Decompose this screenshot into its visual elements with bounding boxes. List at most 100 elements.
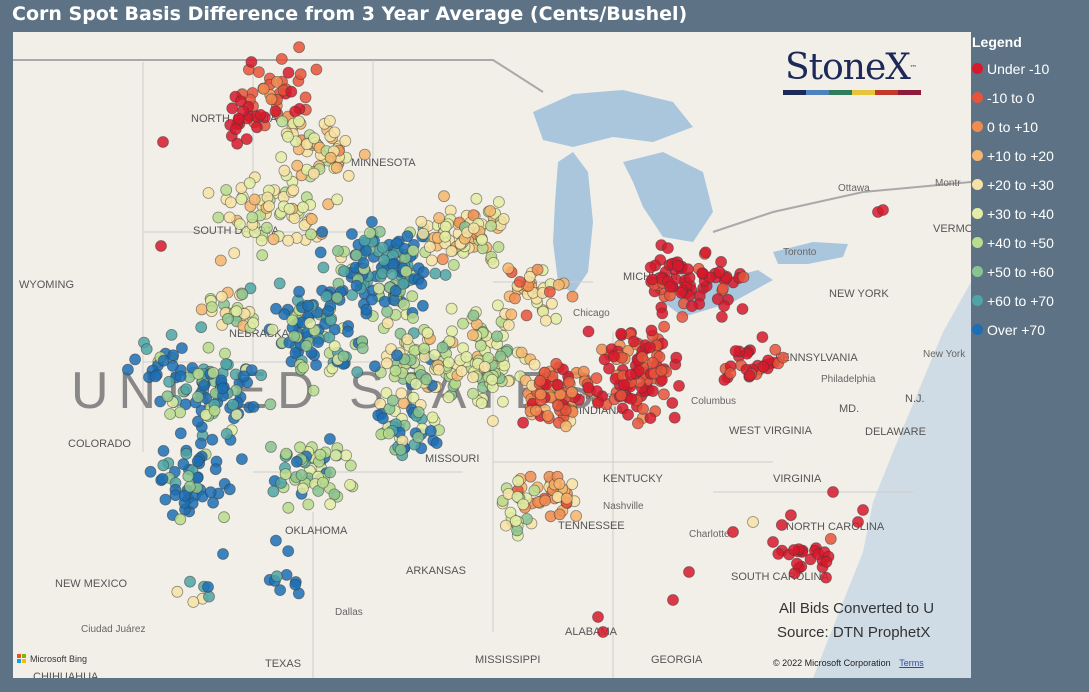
bid-location-marker[interactable]: [245, 56, 258, 68]
terms-link[interactable]: Terms: [899, 658, 924, 668]
bid-location-marker[interactable]: [546, 297, 558, 310]
bid-location-marker[interactable]: [494, 350, 507, 363]
bid-location-marker[interactable]: [381, 305, 394, 318]
bid-location-marker[interactable]: [231, 137, 244, 150]
bid-location-marker[interactable]: [386, 268, 399, 280]
bid-location-marker[interactable]: [628, 335, 640, 348]
bid-location-marker[interactable]: [415, 215, 428, 228]
bid-location-marker[interactable]: [234, 95, 247, 108]
bid-location-marker[interactable]: [551, 378, 564, 391]
bid-location-marker[interactable]: [291, 159, 304, 172]
bid-location-marker[interactable]: [672, 259, 684, 272]
legend-item[interactable]: +20 to +30: [972, 170, 1087, 199]
bid-location-marker[interactable]: [328, 340, 341, 353]
bid-location-marker[interactable]: [144, 465, 157, 478]
bid-location-marker[interactable]: [415, 277, 428, 290]
bid-location-marker[interactable]: [171, 585, 184, 598]
bid-location-marker[interactable]: [214, 254, 227, 267]
bid-location-marker[interactable]: [423, 240, 436, 253]
bid-location-marker[interactable]: [539, 494, 552, 507]
bid-location-marker[interactable]: [235, 193, 248, 206]
bid-location-marker[interactable]: [439, 220, 452, 233]
bid-location-marker[interactable]: [502, 319, 515, 332]
bid-location-marker[interactable]: [289, 105, 302, 118]
bid-location-marker[interactable]: [157, 136, 169, 148]
bid-location-marker[interactable]: [517, 498, 530, 511]
bid-location-marker[interactable]: [166, 360, 179, 372]
bid-location-marker[interactable]: [756, 331, 769, 344]
bid-location-marker[interactable]: [295, 469, 308, 482]
bid-location-marker[interactable]: [711, 293, 724, 306]
bid-location-marker[interactable]: [175, 342, 188, 355]
bid-location-marker[interactable]: [294, 68, 307, 81]
bid-location-marker[interactable]: [220, 427, 233, 440]
bid-location-marker[interactable]: [270, 570, 283, 583]
bid-location-marker[interactable]: [297, 201, 309, 214]
bid-location-marker[interactable]: [245, 364, 258, 377]
bid-location-marker[interactable]: [673, 379, 685, 392]
bid-location-marker[interactable]: [140, 343, 153, 356]
bid-location-marker[interactable]: [618, 378, 630, 391]
bid-location-marker[interactable]: [270, 76, 283, 88]
bid-location-marker[interactable]: [233, 218, 246, 231]
bid-location-marker[interactable]: [364, 227, 376, 239]
bid-location-marker[interactable]: [528, 484, 541, 497]
bid-location-marker[interactable]: [615, 389, 628, 402]
bid-location-marker[interactable]: [174, 406, 187, 419]
bid-location-marker[interactable]: [157, 354, 170, 367]
bid-location-marker[interactable]: [857, 504, 869, 516]
bid-location-marker[interactable]: [467, 387, 479, 400]
bid-location-marker[interactable]: [418, 342, 431, 355]
bid-location-marker[interactable]: [314, 246, 327, 259]
bid-location-marker[interactable]: [658, 320, 670, 333]
bid-location-marker[interactable]: [310, 63, 323, 76]
bid-location-marker[interactable]: [165, 328, 178, 341]
bid-location-marker[interactable]: [484, 205, 497, 217]
bid-location-marker[interactable]: [303, 317, 316, 330]
bid-location-marker[interactable]: [194, 437, 207, 450]
bid-location-marker[interactable]: [436, 253, 449, 266]
bid-location-marker[interactable]: [715, 255, 727, 268]
bid-location-marker[interactable]: [293, 285, 306, 298]
bid-location-marker[interactable]: [310, 359, 323, 371]
bid-location-marker[interactable]: [282, 545, 295, 557]
bid-location-marker[interactable]: [644, 412, 657, 425]
bid-location-marker[interactable]: [439, 269, 452, 281]
bid-location-marker[interactable]: [577, 365, 590, 378]
bid-location-marker[interactable]: [180, 447, 193, 460]
bid-location-marker[interactable]: [378, 254, 390, 267]
bid-location-marker[interactable]: [517, 416, 530, 429]
bid-location-marker[interactable]: [263, 200, 275, 213]
bid-location-marker[interactable]: [504, 506, 517, 519]
bid-location-marker[interactable]: [280, 569, 293, 581]
bid-location-marker[interactable]: [226, 398, 239, 411]
bid-location-marker[interactable]: [122, 363, 134, 376]
bid-location-marker[interactable]: [820, 555, 833, 568]
bid-location-marker[interactable]: [330, 161, 343, 174]
bid-location-marker[interactable]: [455, 365, 468, 378]
bid-location-marker[interactable]: [499, 519, 512, 532]
bid-location-marker[interactable]: [252, 66, 265, 78]
bid-location-marker[interactable]: [683, 566, 695, 578]
bid-location-marker[interactable]: [157, 459, 170, 472]
bid-location-marker[interactable]: [486, 373, 499, 386]
bid-location-marker[interactable]: [421, 326, 434, 339]
bid-location-marker[interactable]: [743, 369, 756, 382]
bid-location-marker[interactable]: [207, 366, 220, 379]
bid-location-marker[interactable]: [280, 447, 293, 460]
bid-location-marker[interactable]: [206, 433, 219, 446]
bid-location-marker[interactable]: [322, 305, 335, 318]
bid-location-marker[interactable]: [378, 295, 391, 308]
legend-item[interactable]: Over +70: [972, 315, 1087, 344]
bid-location-marker[interactable]: [339, 135, 352, 147]
bid-location-marker[interactable]: [492, 196, 505, 208]
bid-location-marker[interactable]: [202, 341, 215, 354]
bid-location-marker[interactable]: [416, 299, 429, 312]
bid-location-marker[interactable]: [608, 350, 620, 363]
bid-location-marker[interactable]: [246, 211, 259, 224]
bid-location-marker[interactable]: [407, 244, 420, 257]
bid-location-marker[interactable]: [467, 222, 480, 235]
bid-location-marker[interactable]: [314, 448, 327, 461]
bid-location-marker[interactable]: [341, 325, 354, 338]
bid-location-marker[interactable]: [432, 363, 445, 376]
